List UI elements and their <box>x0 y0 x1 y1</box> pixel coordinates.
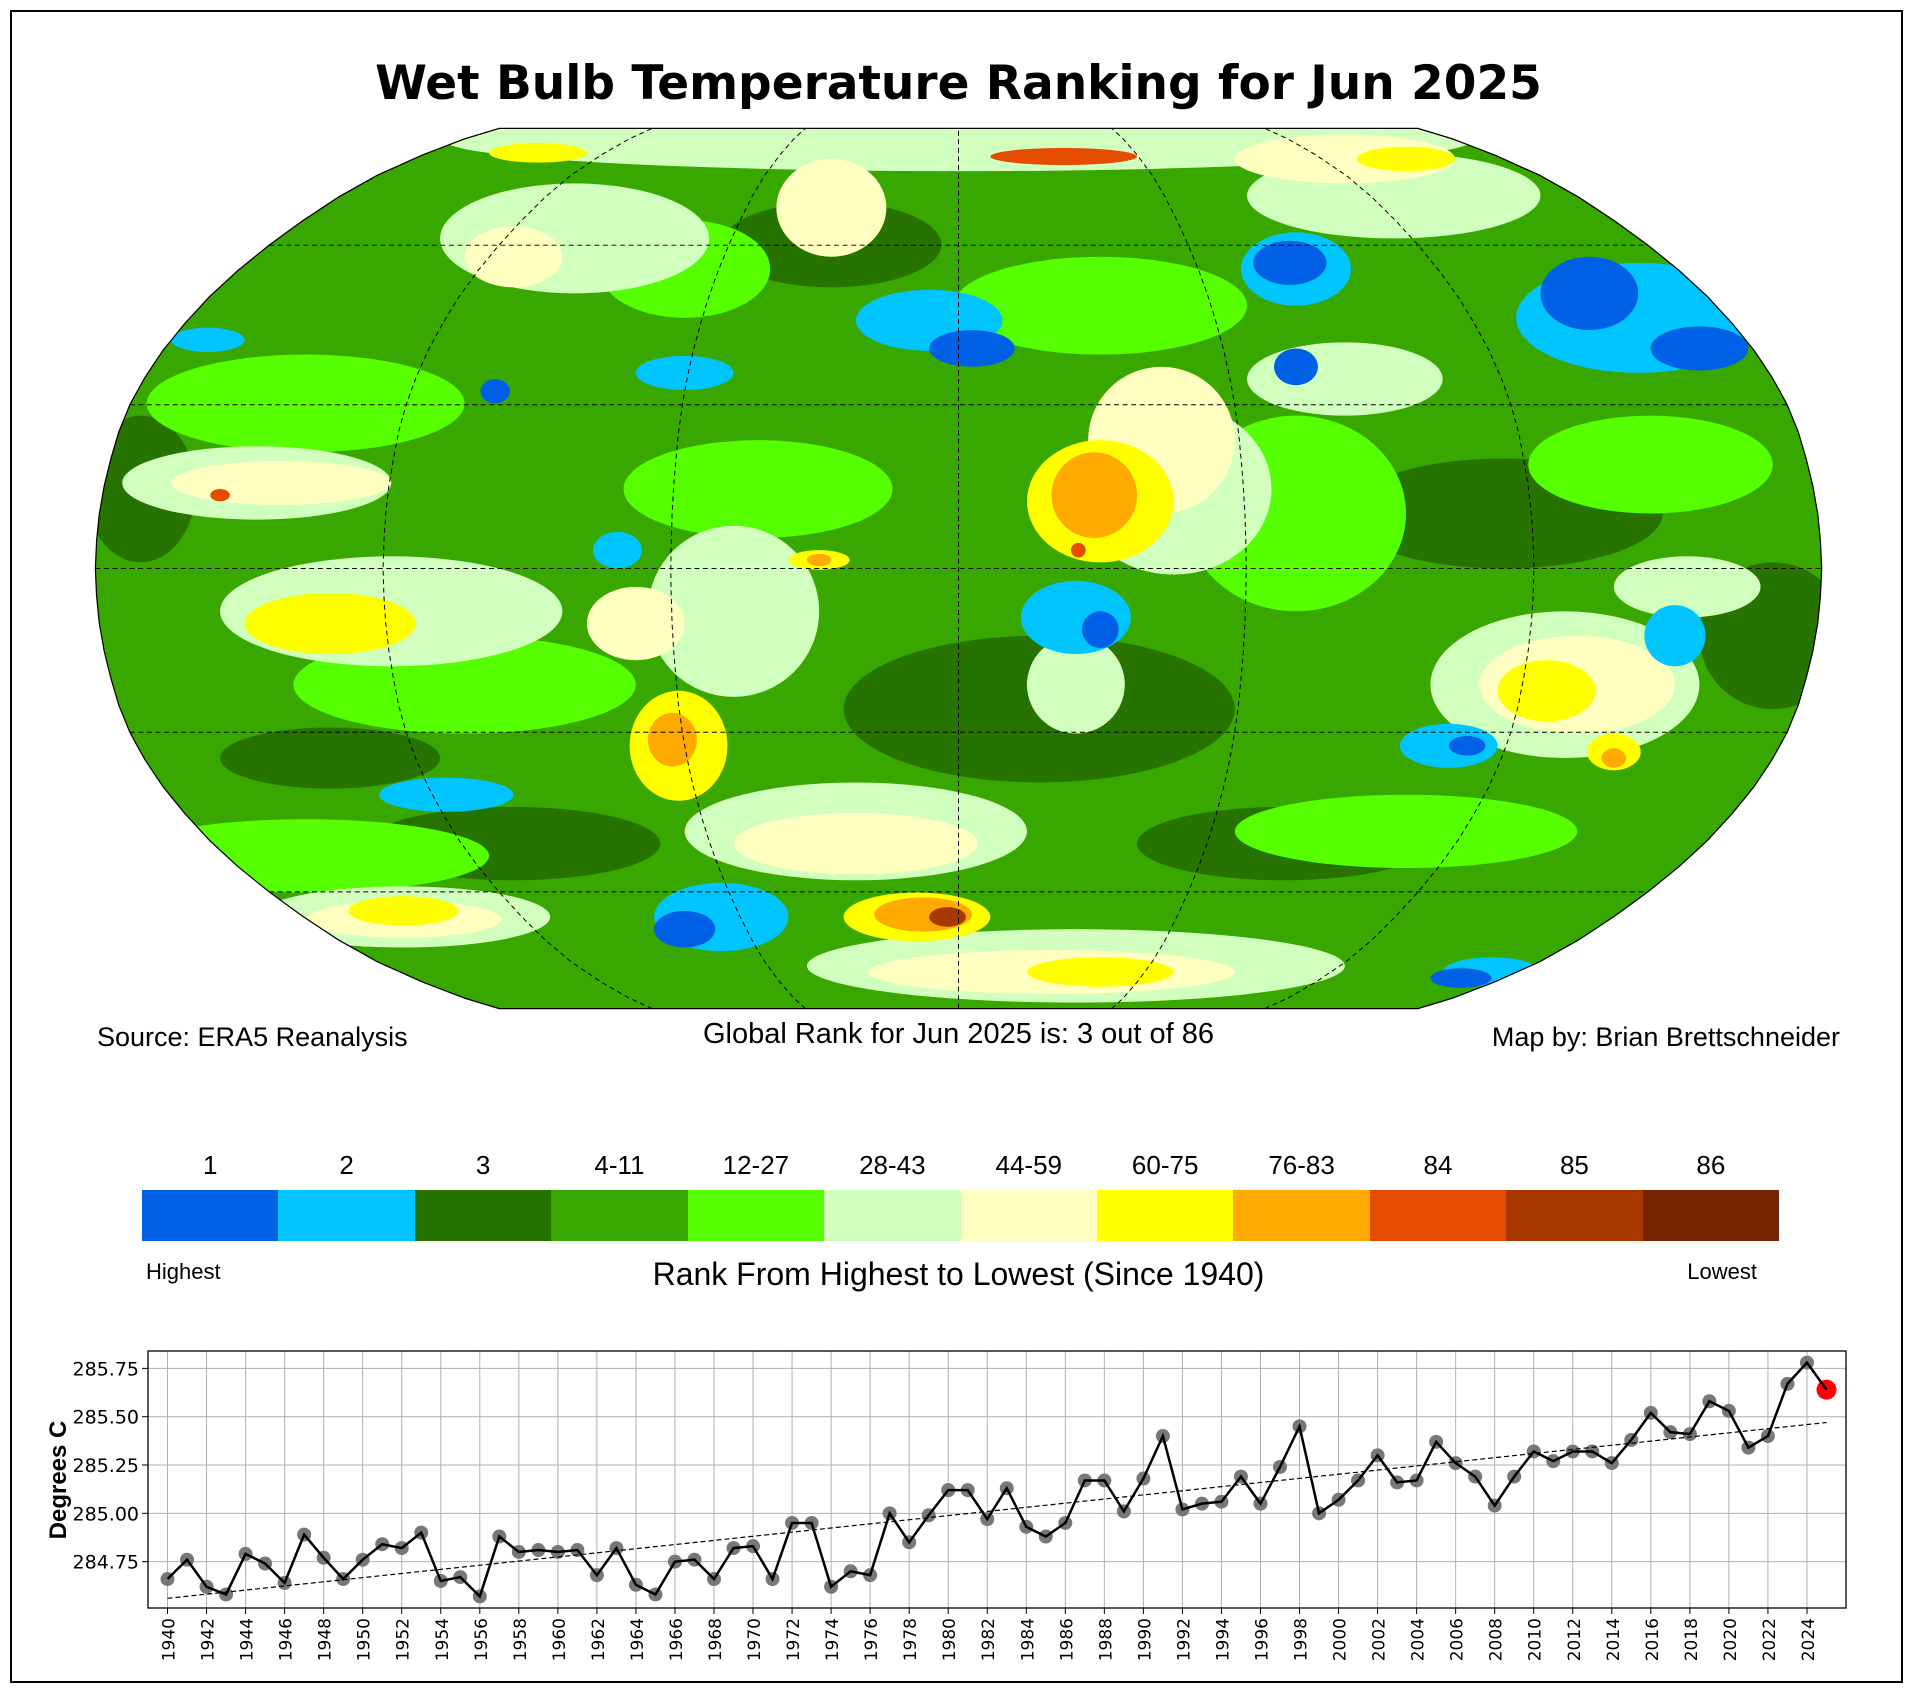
colorbar-label: 86 <box>1696 1150 1726 1180</box>
world-map <box>94 127 1823 1010</box>
colorbar-title: Rank From Highest to Lowest (Since 1940) <box>652 1256 1265 1292</box>
colorbar <box>142 1190 1780 1241</box>
colorbar-swatch-44-59 <box>960 1190 1097 1241</box>
figure-title: Wet Bulb Temperature Ranking for Jun 202… <box>375 56 1542 111</box>
colorbar-swatch-84 <box>1369 1190 1507 1241</box>
rank-field <box>95 128 1822 1009</box>
colorbar-swatch-3 <box>414 1190 552 1241</box>
colorbar-swatch-1 <box>142 1190 279 1241</box>
colorbar-swatch-12-27 <box>687 1190 825 1241</box>
colorbar-swatch-28-43 <box>824 1190 961 1241</box>
colorbar-swatch-85 <box>1506 1190 1643 1241</box>
source-label: Source: ERA5 Reanalysis <box>97 1022 408 1052</box>
colorbar-label: 85 <box>1559 1150 1589 1180</box>
colorbar-label: 44-59 <box>995 1150 1062 1180</box>
colorbar-swatch-76-83 <box>1233 1190 1370 1241</box>
meridian-line <box>1111 128 1247 1010</box>
colorbar-label: 28-43 <box>859 1150 926 1180</box>
rank-1-areas <box>480 240 1749 988</box>
colorbar-highest-label: Highest <box>146 1259 221 1284</box>
colorbar-label: 76-83 <box>1268 1150 1335 1180</box>
map-boundary <box>94 127 1823 1010</box>
colorbar-label: 60-75 <box>1131 1150 1199 1180</box>
colorbar-label: 12-27 <box>722 1150 790 1180</box>
rank-76-86-areas <box>210 147 1627 932</box>
global-rank-label: Global Rank for Jun 2025 is: 3 out of 86 <box>702 1018 1215 1050</box>
meridian-line <box>670 128 806 1010</box>
map-author-label: Map by: Brian Brettschneider <box>1491 1022 1840 1052</box>
colorbar-swatch-2 <box>278 1190 415 1241</box>
colorbar-label: 84 <box>1423 1150 1453 1180</box>
colorbar-swatch-60-75 <box>1096 1190 1234 1241</box>
colorbar-labels: 1 2 3 4-11 12-27 28-43 44-59 60-75 76-83… <box>142 1150 1779 1181</box>
colorbar-label: 3 <box>475 1150 491 1180</box>
colorbar-swatch-86 <box>1642 1190 1780 1241</box>
figure-frame <box>10 10 1903 1683</box>
colorbar-lowest-label: Lowest <box>1687 1259 1757 1284</box>
colorbar-label: 2 <box>339 1150 354 1180</box>
map-graticule <box>95 127 1822 1010</box>
colorbar-label: 1 <box>202 1150 218 1180</box>
colorbar-label: 4-11 <box>594 1150 645 1180</box>
colorbar-swatch-4-11 <box>551 1190 688 1241</box>
